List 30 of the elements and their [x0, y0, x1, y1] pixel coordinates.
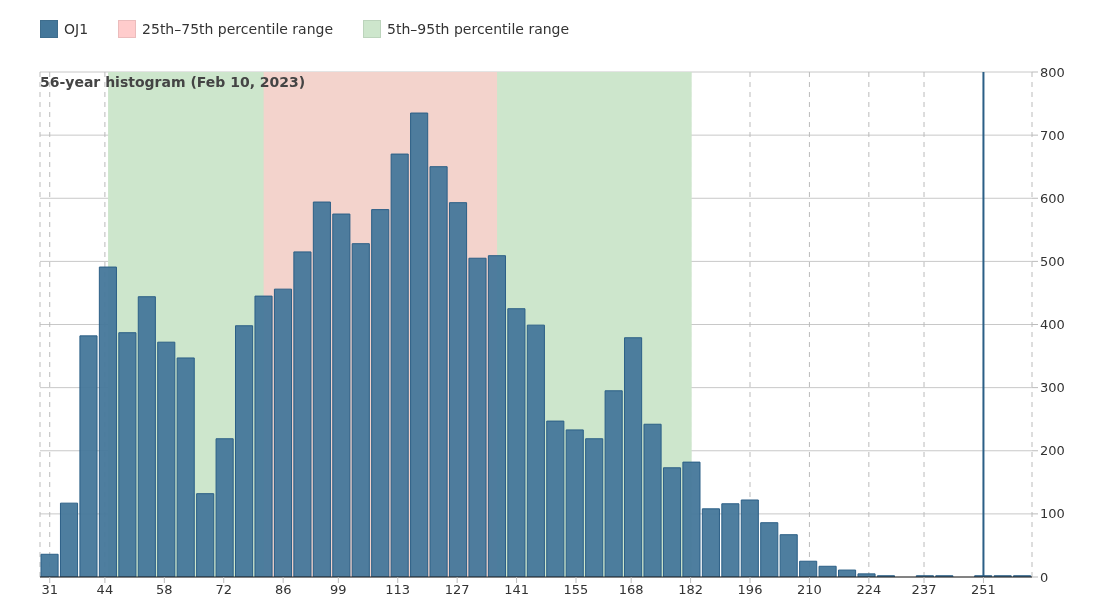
- y-tick-label: 400: [1040, 317, 1065, 333]
- x-tick-label: 44: [96, 582, 114, 598]
- x-tick-label: 251: [971, 582, 996, 598]
- x-tick-label: 210: [797, 582, 822, 598]
- x-tick-label: 58: [156, 582, 173, 598]
- x-tick-label: 196: [737, 582, 763, 598]
- y-tick-label: 300: [1040, 380, 1065, 396]
- x-tick-label: 168: [618, 582, 644, 598]
- x-tick-label: 113: [385, 582, 411, 598]
- x-tick-label: 155: [563, 582, 589, 598]
- chart-title: 56-year histogram (Feb 10, 2023): [40, 74, 306, 90]
- legend-label: OJ1: [64, 21, 89, 37]
- y-tick-label: 600: [1040, 190, 1065, 206]
- x-tick-label: 99: [330, 582, 347, 598]
- x-tick-label: 224: [856, 582, 882, 598]
- x-tick-label: 127: [444, 582, 470, 598]
- x-tick-label: 31: [41, 582, 58, 598]
- x-tick-label: 237: [911, 582, 937, 598]
- x-tick-label: 141: [504, 582, 529, 598]
- y-tick-label: 700: [1040, 127, 1065, 143]
- y-tick-label: 500: [1040, 253, 1065, 269]
- legend-label: 25th–75th percentile range: [142, 21, 334, 37]
- y-tick-label: 800: [1040, 64, 1065, 80]
- y-tick-label: 0: [1040, 569, 1049, 585]
- legend-label: 5th–95th percentile range: [387, 21, 570, 37]
- x-tick-label: 86: [274, 582, 292, 598]
- x-tick-label: 72: [215, 582, 233, 598]
- x-tick-label: 182: [678, 582, 704, 598]
- y-tick-label: 200: [1040, 443, 1065, 459]
- y-tick-label: 100: [1040, 506, 1065, 522]
